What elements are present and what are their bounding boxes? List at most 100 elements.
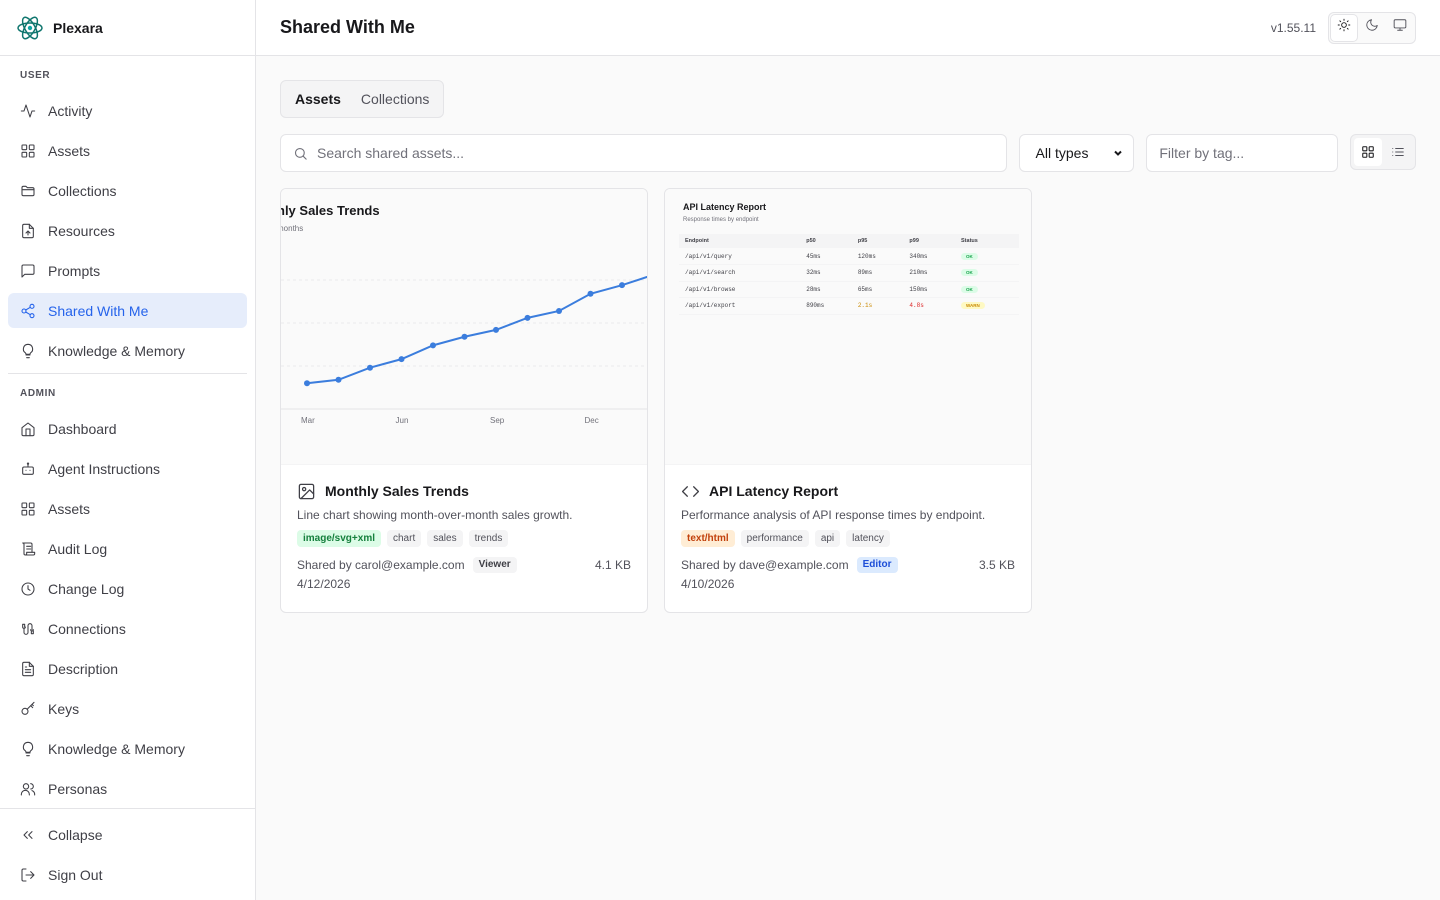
- tag-badge[interactable]: api: [814, 530, 841, 547]
- sidebar-item-dashboard[interactable]: Dashboard: [8, 411, 247, 446]
- collapse-button[interactable]: Collapse: [8, 817, 247, 852]
- sign-out-label: Sign Out: [48, 866, 103, 883]
- table-cell: /api/v1/export: [679, 297, 801, 315]
- table-cell: WARN: [955, 297, 1019, 315]
- card-description: Line chart showing month-over-month sale…: [297, 508, 573, 522]
- table-cell: 45ms: [800, 248, 852, 265]
- chart-tick-label: Dec: [585, 416, 599, 425]
- tag-badge[interactable]: sales: [427, 530, 463, 547]
- light-theme-button[interactable]: [1331, 14, 1357, 41]
- sidebar-item-label: Resources: [48, 222, 115, 239]
- tab-collections[interactable]: Collections: [360, 91, 430, 107]
- sidebar-item-connections[interactable]: Connections: [8, 611, 247, 646]
- sidebar-footer: Collapse Sign Out: [0, 808, 255, 900]
- activity-icon: [20, 103, 36, 119]
- brand[interactable]: Plexara: [0, 0, 255, 56]
- sidebar-item-label: Change Log: [48, 580, 125, 597]
- lightbulb-icon: [20, 343, 36, 359]
- sidebar-item-shared-with-me[interactable]: Shared With Me: [8, 293, 247, 328]
- table-cell: 340ms: [903, 248, 956, 265]
- sidebar-item-resources[interactable]: Resources: [8, 213, 247, 248]
- card-meta: Shared by carol@example.com Viewer 4.1 K…: [297, 556, 631, 573]
- type-select[interactable]: All types: [1018, 134, 1135, 172]
- card-meta: Shared by dave@example.com Editor 3.5 KB: [681, 556, 1015, 573]
- tag-filter: [1146, 134, 1339, 172]
- log-out-icon: [20, 867, 36, 883]
- sidebar-item-label: Knowledge & Memory: [48, 342, 185, 359]
- tag-badge[interactable]: chart: [386, 530, 422, 547]
- section-label-user: USER: [20, 70, 51, 81]
- chevron-down-icon: [1113, 148, 1123, 158]
- sidebar-item-audit-log[interactable]: Audit Log: [8, 531, 247, 566]
- sidebar-item-admin-knowledge-memory[interactable]: Knowledge & Memory: [8, 731, 247, 766]
- collapse-label: Collapse: [48, 826, 103, 843]
- card-body: Monthly Sales Trends Line chart showing …: [281, 465, 647, 591]
- preview-chart-title: hly Sales Trends: [281, 203, 380, 218]
- table-cell: /api/v1/browse: [679, 281, 801, 298]
- chart-tick-label: Jun: [396, 416, 409, 425]
- message-icon: [20, 263, 36, 279]
- shared-date: 4/12/2026: [297, 577, 351, 591]
- sidebar-item-activity[interactable]: Activity: [8, 93, 247, 128]
- file-size: 3.5 KB: [978, 557, 1015, 572]
- table-cell: OK: [955, 281, 1019, 298]
- file-size: 4.1 KB: [594, 557, 631, 572]
- sidebar-item-agent-instructions[interactable]: Agent Instructions: [8, 451, 247, 486]
- sidebar-item-label: Personas: [48, 780, 108, 797]
- sidebar-item-description[interactable]: Description: [8, 651, 247, 686]
- asset-preview-report: API Latency Report Response times by end…: [665, 189, 1031, 465]
- chart-point: [619, 282, 625, 289]
- tag-filter-input[interactable]: [1159, 145, 1330, 161]
- table-cell: 89ms: [851, 264, 904, 282]
- asset-card[interactable]: API Latency Report Response times by end…: [664, 188, 1032, 613]
- sidebar-item-label: Description: [48, 660, 119, 677]
- chevrons-left-icon: [20, 827, 36, 843]
- table-cell: /api/v1/query: [679, 248, 801, 265]
- role-badge: Editor: [856, 556, 898, 573]
- list-icon: [1391, 145, 1405, 159]
- sidebar-item-personas[interactable]: Personas: [8, 771, 247, 806]
- bot-icon: [20, 461, 36, 477]
- table-cell: 32ms: [800, 264, 852, 282]
- code-icon: [681, 482, 700, 501]
- tag-badge[interactable]: trends: [468, 530, 509, 547]
- sidebar-item-label: Agent Instructions: [48, 460, 161, 477]
- tag-badge[interactable]: performance: [740, 530, 809, 547]
- chart-tick-label: Sep: [490, 416, 505, 425]
- sidebar-item-prompts[interactable]: Prompts: [8, 253, 247, 288]
- table-cell: /api/v1/search: [679, 264, 801, 282]
- atom-logo-icon: [16, 14, 44, 42]
- tag-badge[interactable]: latency: [846, 530, 890, 547]
- search-input[interactable]: [317, 145, 997, 161]
- table-cell: 28ms: [800, 281, 852, 298]
- sidebar-item-change-log[interactable]: Change Log: [8, 571, 247, 606]
- admin-nav: Dashboard Agent Instructions Assets Audi…: [0, 411, 255, 806]
- grid-icon: [20, 143, 36, 159]
- sidebar-item-keys[interactable]: Keys: [8, 691, 247, 726]
- sidebar-item-collections[interactable]: Collections: [8, 173, 247, 208]
- chart-point: [556, 307, 562, 314]
- header-right: v1.55.11: [1271, 11, 1416, 44]
- dark-theme-button[interactable]: [1359, 15, 1385, 41]
- latency-table: Endpoint p50 p95 p99 Status /api/v1/quer…: [679, 234, 1019, 315]
- column-header: p50: [800, 234, 852, 248]
- list-view-button[interactable]: [1384, 138, 1412, 166]
- chart-tick-label: Mar: [301, 416, 315, 425]
- system-theme-button[interactable]: [1387, 15, 1413, 41]
- tab-assets[interactable]: Assets: [285, 85, 351, 113]
- sidebar-item-assets[interactable]: Assets: [8, 133, 247, 168]
- key-icon: [20, 701, 36, 717]
- sidebar-item-label: Activity: [48, 102, 93, 119]
- sidebar-item-knowledge-memory[interactable]: Knowledge & Memory: [8, 333, 247, 368]
- sidebar-item-admin-assets[interactable]: Assets: [8, 491, 247, 526]
- status-badge: OK: [961, 252, 978, 260]
- grid-view-button[interactable]: [1354, 138, 1383, 166]
- sign-out-button[interactable]: Sign Out: [8, 857, 247, 892]
- top-header: Shared With Me v1.55.11: [256, 0, 1440, 56]
- sidebar-item-label: Knowledge & Memory: [48, 740, 185, 757]
- search-icon: [293, 146, 308, 161]
- home-icon: [20, 421, 36, 437]
- user-nav: Activity Assets Collections Resources Pr…: [0, 93, 255, 368]
